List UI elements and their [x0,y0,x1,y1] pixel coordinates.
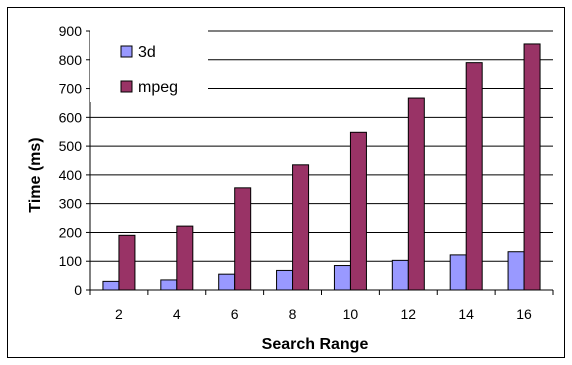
x-tick-label: 2 [115,306,123,322]
y-tick-label: 100 [59,253,83,269]
x-tick-label: 16 [516,306,532,322]
bar-3d-2 [103,281,119,290]
y-tick-label: 600 [59,109,83,125]
y-tick-label: 900 [59,23,83,39]
y-tick-label: 400 [59,167,83,183]
bar-3d-16 [508,252,524,290]
bar-mpeg-16 [524,44,540,290]
x-tick-label: 12 [401,306,417,322]
y-tick-labels: 0 100 200 300 400 500 600 700 800 900 [59,23,83,298]
y-tick-label: 300 [59,196,83,212]
x-axis-title: Search Range [262,336,369,353]
legend-swatch-3d [121,46,132,57]
bar-mpeg-4 [177,226,193,290]
x-tick-label: 4 [173,306,181,322]
legend-label-mpeg: mpeg [138,79,178,96]
y-tick-label: 0 [74,282,82,298]
bar-mpeg-10 [350,132,366,290]
bar-3d-6 [219,274,235,290]
x-tick-labels: 2 4 6 8 10 12 14 16 [115,306,532,322]
bar-mpeg-12 [408,98,424,290]
bar-3d-10 [334,266,350,290]
legend: 3d mpeg [90,30,208,102]
y-tick-label: 200 [59,224,83,240]
y-tick-label: 700 [59,81,83,97]
x-tick-label: 6 [231,306,239,322]
y-tick-label: 800 [59,52,83,68]
x-tick-label: 8 [289,306,297,322]
bar-3d-12 [392,260,408,290]
legend-label-3d: 3d [138,44,156,61]
y-tick-label: 500 [59,138,83,154]
y-axis-title: Time (ms) [27,137,44,212]
bar-mpeg-8 [293,165,309,290]
bar-mpeg-14 [466,63,482,290]
bar-mpeg-2 [119,235,135,290]
legend-swatch-mpeg [121,81,132,92]
bar-3d-14 [450,255,466,290]
bar-3d-4 [161,280,177,290]
bar-3d-8 [277,270,293,290]
x-tick-label: 14 [458,306,474,322]
bar-mpeg-6 [235,188,251,290]
x-tick-label: 10 [343,306,359,322]
